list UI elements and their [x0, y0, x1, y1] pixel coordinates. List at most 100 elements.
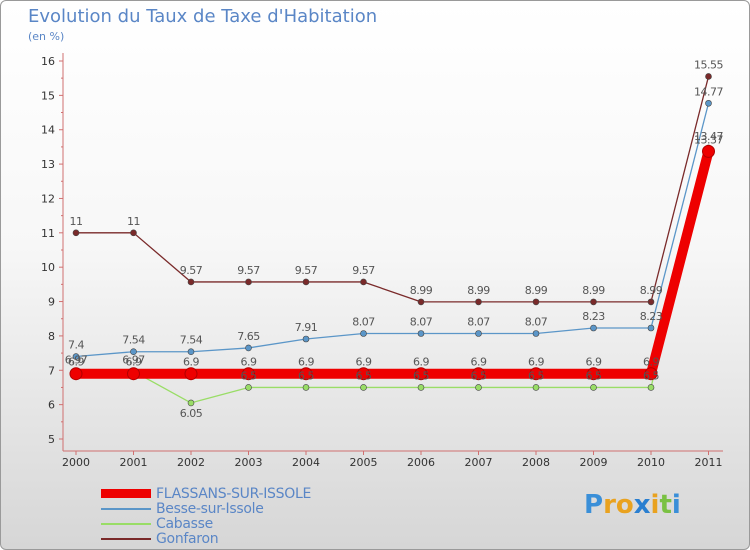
- y-tick-label: 5: [48, 433, 55, 446]
- data-label: 6.9: [471, 356, 487, 369]
- data-label: 6.9: [528, 356, 544, 369]
- data-label: 9.57: [352, 264, 375, 277]
- data-point: [299, 367, 313, 381]
- series-line-1: [75, 103, 710, 358]
- y-tick-label: 13: [41, 158, 55, 171]
- data-label: 6.9: [183, 356, 199, 369]
- data-label: 6.5: [298, 369, 314, 382]
- data-label: 6.5: [356, 369, 372, 382]
- data-label: 6.9: [643, 356, 659, 369]
- data-label: 6.97: [122, 353, 145, 366]
- data-label: 6.9: [413, 356, 429, 369]
- series-line-3: [76, 76, 710, 303]
- legend-swatch-cabasse: [101, 522, 151, 525]
- data-label: 8.99: [640, 284, 663, 297]
- data-label: 6.5: [413, 369, 429, 382]
- data-label: 6.9: [126, 356, 142, 369]
- legend-item-besse: Besse-sur-Issole: [101, 500, 311, 517]
- data-label: 9.57: [180, 264, 203, 277]
- data-label: 9.57: [237, 264, 260, 277]
- data-point: [69, 367, 83, 381]
- data-point: [417, 330, 425, 337]
- x-tick-label: 2004: [292, 456, 320, 469]
- legend-label-flassans: FLASSANS-SUR-ISSOLE: [156, 485, 311, 502]
- data-point: [590, 324, 597, 332]
- data-point: [417, 384, 425, 391]
- data-label: 6.05: [180, 407, 203, 420]
- data-point: [302, 384, 310, 391]
- data-point: [705, 99, 712, 107]
- data-point: [532, 384, 540, 391]
- data-label: 6.9: [68, 356, 84, 369]
- y-tick-label: 11: [41, 227, 55, 240]
- data-point: [187, 399, 195, 407]
- data-point: [127, 367, 140, 381]
- y-tick-label: 16: [41, 55, 55, 68]
- x-tick-label: 2007: [465, 456, 493, 469]
- legend-item-gonfaron: Gonfaron: [101, 530, 311, 547]
- data-point: [72, 229, 80, 237]
- legend-item-flassans: FLASSANS-SUR-ISSOLE: [101, 485, 311, 502]
- y-tick-label: 6: [48, 399, 55, 412]
- data-point: [187, 278, 195, 286]
- data-label: 14.77: [694, 85, 723, 98]
- x-tick-label: 2005: [350, 456, 378, 469]
- legend-label-cabasse: Cabasse: [156, 515, 213, 532]
- legend-label-besse: Besse-sur-Issole: [156, 500, 264, 517]
- data-point: [130, 348, 137, 356]
- data-label: 13.47: [694, 130, 723, 143]
- data-point: [245, 278, 252, 286]
- x-tick-label: 2001: [120, 456, 148, 469]
- data-point: [587, 367, 600, 381]
- data-label: 6.9: [586, 356, 602, 369]
- data-point: [532, 330, 540, 337]
- legend-swatch-flassans: [101, 489, 151, 498]
- data-label: 8.23: [582, 310, 605, 323]
- data-point: [357, 367, 370, 381]
- x-tick-label: 2000: [62, 456, 90, 469]
- y-tick-label: 8: [48, 330, 55, 343]
- data-point: [529, 367, 543, 381]
- data-label: 7.54: [122, 334, 145, 347]
- y-tick-label: 7: [48, 364, 55, 377]
- data-label: 8.07: [525, 316, 548, 329]
- data-point: [187, 348, 195, 356]
- legend: FLASSANS-SUR-ISSOLE Besse-sur-Issole Cab…: [101, 485, 311, 547]
- data-label: 13.37: [694, 133, 723, 146]
- data-label: 7.65: [237, 330, 260, 343]
- data-point: [360, 278, 367, 286]
- data-label: 9.57: [295, 264, 318, 277]
- legend-swatch-gonfaron: [101, 537, 151, 540]
- legend-label-gonfaron: Gonfaron: [156, 530, 219, 547]
- x-tick-label: 2009: [580, 456, 608, 469]
- logo-letter: x: [633, 490, 651, 520]
- x-tick-label: 2002: [177, 456, 205, 469]
- data-label: 6.5: [643, 369, 659, 382]
- data-point: [245, 344, 252, 352]
- data-label: 6.5: [586, 369, 602, 382]
- legend-item-cabasse: Cabasse: [101, 515, 311, 532]
- data-point: [472, 367, 485, 381]
- series-line-0: [76, 150, 714, 379]
- logo-letter: t: [659, 490, 672, 520]
- data-label: 6.97: [65, 353, 88, 366]
- data-point: [702, 144, 715, 158]
- data-label: 6.9: [298, 356, 314, 369]
- data-label: 7.4: [68, 339, 84, 352]
- data-label: 6.9: [356, 356, 372, 369]
- data-point: [417, 298, 425, 306]
- data-point: [705, 73, 712, 80]
- y-tick-label: 9: [48, 296, 55, 309]
- proxiti-logo: Proxiti: [584, 490, 681, 520]
- x-tick-label: 2010: [637, 456, 665, 469]
- data-label: 8.99: [525, 284, 548, 297]
- data-label: 8.07: [410, 316, 433, 329]
- data-label: 8.23: [640, 310, 663, 323]
- unit-label: (en %): [28, 30, 65, 43]
- data-point: [245, 384, 252, 391]
- data-label: 8.99: [467, 284, 490, 297]
- data-point: [647, 298, 655, 306]
- data-label: 7.91: [295, 321, 318, 334]
- x-tick-label: 2011: [695, 456, 723, 469]
